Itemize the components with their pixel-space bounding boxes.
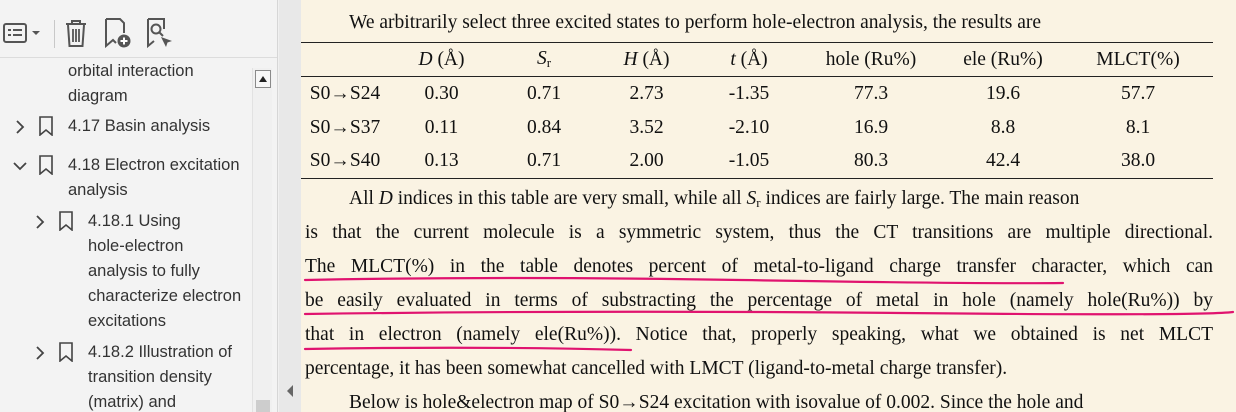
bookmark-label: 4.18.1 Using xyxy=(88,212,181,230)
bookmarks-toolbar xyxy=(0,0,277,58)
bookmark-tree: orbital interaction diagram 4.17 Basin a… xyxy=(0,58,252,412)
bookmark-icon xyxy=(39,155,53,175)
header-cell xyxy=(301,43,389,77)
find-bookmark-icon[interactable] xyxy=(142,16,176,50)
triangle-up-icon xyxy=(259,76,267,82)
bookmark-label: (matrix) and xyxy=(88,393,177,411)
bookmark-item-transition-density[interactable]: 4.18.2 Illustration of transition densit… xyxy=(88,340,232,412)
header-cell: MLCT(%) xyxy=(1096,48,1180,70)
table-cell: 2.73 xyxy=(629,82,664,104)
bookmark-label: transition density xyxy=(88,368,212,386)
table-cell: -1.05 xyxy=(728,150,770,172)
table-cell: 77.3 xyxy=(853,82,889,104)
paragraph-line: that in electron (namely ele(Ru%)). Noti… xyxy=(305,324,1213,345)
bookmark-item-hole-electron-analysis[interactable]: 4.18.1 Using hole-electron analysis to f… xyxy=(88,209,241,334)
results-table: D (Å) Sr H (Å) t (Å) hole (Ru%) ele (Ru%… xyxy=(301,42,1213,179)
table-cell: 42.4 xyxy=(985,150,1021,172)
bookmark-icon xyxy=(39,116,53,136)
panel-splitter[interactable] xyxy=(279,0,301,412)
table-cell: 19.6 xyxy=(985,82,1021,104)
chevron-right-icon[interactable] xyxy=(32,345,48,361)
bookmark-label: orbital interaction xyxy=(68,62,194,80)
chevron-right-icon[interactable] xyxy=(32,214,48,230)
trash-icon[interactable] xyxy=(60,16,92,50)
table-cell: 0.71 xyxy=(526,82,562,104)
add-bookmark-icon[interactable] xyxy=(100,16,134,50)
bookmark-icon xyxy=(59,342,73,362)
toolbar-separator xyxy=(54,20,55,48)
table-cell: 0.30 xyxy=(424,82,459,104)
table-header-row: D (Å) Sr H (Å) t (Å) hole (Ru%) ele (Ru%… xyxy=(301,42,1213,77)
bookmark-item-electron-excitation[interactable]: 4.18 Electron excitation analysis xyxy=(68,153,240,203)
header-cell: D (Å) xyxy=(418,48,465,70)
table-cell: S0→S24 xyxy=(309,82,381,104)
bookmarks-panel: orbital interaction diagram 4.17 Basin a… xyxy=(0,0,278,412)
header-cell: hole (Ru%) xyxy=(825,48,917,70)
header-cell: t (Å) xyxy=(730,48,768,70)
table-row: S0→S37 0.11 0.84 3.52 -2.10 16.9 8.8 8.1 xyxy=(301,111,1213,145)
table-cell: 0.13 xyxy=(424,150,459,172)
table-cell: 0.84 xyxy=(526,116,562,138)
table-cell: 0.71 xyxy=(526,150,562,172)
table-row: S0→S40 0.13 0.71 2.00 -1.05 80.3 42.4 38… xyxy=(301,145,1213,179)
table-row: S0→S24 0.30 0.71 2.73 -1.35 77.3 19.6 57… xyxy=(301,77,1213,111)
chevron-right-icon[interactable] xyxy=(12,119,28,135)
table-cell: S0→S37 xyxy=(309,116,381,138)
paragraph-line: is that the current molecule is a symmet… xyxy=(305,222,1213,243)
table-cell: -1.35 xyxy=(728,82,770,104)
paragraph-line: All D indices in this table are very sma… xyxy=(349,188,1080,210)
options-list-icon[interactable] xyxy=(2,16,44,50)
table-cell: S0→S40 xyxy=(309,150,381,172)
bookmark-label: analysis xyxy=(68,181,128,199)
table-cell: 3.52 xyxy=(629,116,664,138)
sidebar-scrollbar[interactable] xyxy=(252,68,272,412)
paragraph-line: be easily evaluated in terms of substrac… xyxy=(305,290,1213,311)
bookmark-label: characterize electron xyxy=(88,287,242,305)
bookmark-item-orbital-interaction[interactable]: orbital interaction diagram xyxy=(68,59,194,109)
table-cell: 80.3 xyxy=(853,150,889,172)
header-cell: ele (Ru%) xyxy=(963,48,1043,70)
bookmark-icon xyxy=(59,211,73,231)
intro-sentence: We arbitrarily select three excited stat… xyxy=(349,12,1042,33)
table-cell: 8.8 xyxy=(990,116,1016,138)
table-cell: 16.9 xyxy=(853,116,889,138)
chevron-down-icon[interactable] xyxy=(12,158,28,174)
bookmark-item-basin-analysis[interactable]: 4.17 Basin analysis xyxy=(68,114,210,139)
bookmark-label: 4.18 Electron excitation xyxy=(68,156,240,174)
table-cell: 8.1 xyxy=(1125,116,1151,138)
paragraph-line: Below is hole&electron map of S0→S24 exc… xyxy=(349,392,1084,412)
bookmark-label: 4.18.2 Illustration of xyxy=(88,343,233,361)
bookmark-label: 4.17 Basin analysis xyxy=(68,117,211,135)
paragraph-line: percentage, it has been somewhat cancell… xyxy=(305,358,1008,379)
scrollbar-thumb[interactable] xyxy=(256,400,270,412)
paragraph-line: The MLCT(%) in the table denotes percent… xyxy=(305,256,1213,277)
collapse-panel-icon[interactable] xyxy=(285,384,295,398)
bookmark-label: excitations xyxy=(88,312,166,330)
header-cell: H (Å) xyxy=(623,48,670,70)
table-cell: 0.11 xyxy=(424,116,459,138)
table-cell: 57.7 xyxy=(1120,82,1156,104)
bookmark-label: analysis to fully xyxy=(88,262,200,280)
bookmark-label: diagram xyxy=(68,87,128,105)
document-page: We arbitrarily select three excited stat… xyxy=(301,0,1236,412)
bookmark-label: hole-electron xyxy=(88,237,184,255)
table-cell: 2.00 xyxy=(629,150,664,172)
table-cell: 38.0 xyxy=(1120,150,1156,172)
scroll-up-button[interactable] xyxy=(255,70,271,88)
table-cell: -2.10 xyxy=(728,116,770,138)
header-cell: Sr xyxy=(536,48,552,70)
